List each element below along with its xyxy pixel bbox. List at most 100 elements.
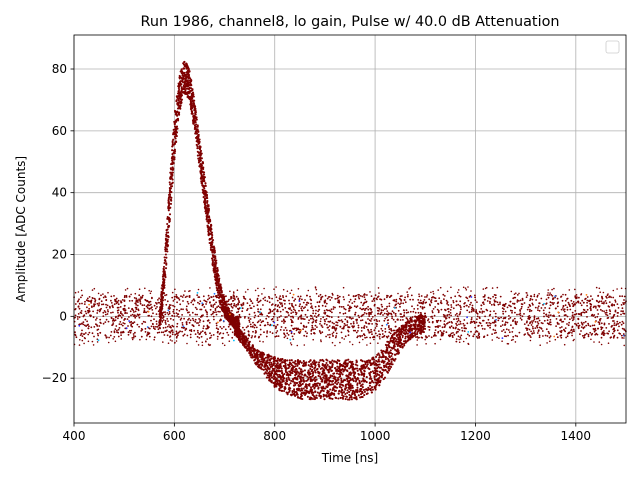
data-point xyxy=(167,199,170,202)
data-point xyxy=(580,293,582,296)
data-point xyxy=(319,293,322,296)
data-point xyxy=(551,301,553,304)
data-point xyxy=(480,308,483,310)
data-point xyxy=(233,304,235,307)
data-point xyxy=(586,316,588,318)
data-point xyxy=(211,241,214,244)
data-point xyxy=(470,330,472,333)
data-point xyxy=(487,296,490,299)
data-point xyxy=(536,321,539,323)
data-point xyxy=(344,318,347,321)
data-point xyxy=(195,340,198,343)
data-point xyxy=(172,155,175,158)
data-point xyxy=(594,316,597,319)
data-point xyxy=(80,332,83,335)
data-point xyxy=(494,324,497,327)
data-point xyxy=(428,326,431,328)
data-point xyxy=(82,333,85,335)
data-point xyxy=(214,255,217,258)
data-point xyxy=(620,334,623,337)
data-point xyxy=(547,330,550,333)
data-point xyxy=(465,289,468,291)
data-point xyxy=(204,190,207,193)
data-point xyxy=(259,308,262,311)
data-point xyxy=(439,330,442,332)
data-point xyxy=(569,305,571,308)
data-point xyxy=(565,314,567,317)
data-point xyxy=(567,301,570,304)
data-point xyxy=(266,321,269,324)
data-point xyxy=(300,368,303,371)
data-point xyxy=(207,298,209,301)
data-point xyxy=(358,297,361,300)
data-point xyxy=(290,359,293,362)
data-point xyxy=(453,333,456,336)
data-point xyxy=(375,297,378,300)
data-point xyxy=(463,302,466,305)
data-point xyxy=(172,308,175,311)
data-point xyxy=(130,314,132,317)
data-point xyxy=(482,288,485,290)
data-point xyxy=(189,100,192,103)
data-point xyxy=(456,324,458,327)
data-point xyxy=(492,328,495,331)
data-point xyxy=(117,315,120,318)
data-point xyxy=(529,299,531,302)
data-point xyxy=(445,331,448,334)
data-point xyxy=(128,329,131,332)
data-point xyxy=(284,326,287,329)
data-point xyxy=(333,322,335,325)
data-point xyxy=(458,329,461,331)
data-point xyxy=(251,302,254,305)
data-point xyxy=(302,328,304,330)
data-point xyxy=(470,310,473,313)
data-point xyxy=(107,310,109,313)
data-point xyxy=(215,324,218,327)
data-point xyxy=(541,322,544,325)
data-point xyxy=(527,315,530,318)
data-point xyxy=(176,117,179,120)
data-point xyxy=(581,323,584,326)
data-point xyxy=(184,75,188,78)
data-point xyxy=(178,331,180,334)
data-point xyxy=(344,312,347,315)
data-point xyxy=(145,299,147,302)
data-point xyxy=(480,304,483,307)
data-point xyxy=(177,313,180,316)
data-point xyxy=(347,330,350,333)
data-point xyxy=(114,319,117,321)
data-point xyxy=(314,328,316,330)
data-point xyxy=(219,300,222,303)
data-point xyxy=(457,328,459,331)
data-point xyxy=(119,321,122,323)
data-point xyxy=(199,316,202,318)
data-point xyxy=(171,340,173,342)
data-point xyxy=(450,314,452,317)
data-point xyxy=(494,296,497,299)
data-point xyxy=(250,336,253,339)
data-point xyxy=(76,318,79,320)
data-point xyxy=(212,334,215,336)
data-point xyxy=(181,330,184,333)
data-point xyxy=(212,306,215,308)
data-point xyxy=(485,322,488,324)
data-point xyxy=(504,302,507,305)
data-point xyxy=(478,321,481,324)
data-point xyxy=(590,295,592,297)
data-point xyxy=(214,295,217,298)
data-point xyxy=(586,299,589,302)
data-point xyxy=(196,150,199,153)
data-point xyxy=(509,316,512,319)
data-point xyxy=(201,330,204,333)
data-point xyxy=(416,308,419,310)
data-point xyxy=(404,296,406,299)
data-point xyxy=(343,338,346,340)
data-point xyxy=(368,315,371,317)
data-point xyxy=(599,308,602,311)
data-point xyxy=(357,326,360,329)
data-point xyxy=(590,338,592,341)
data-point xyxy=(450,286,452,289)
data-point xyxy=(583,321,585,324)
data-point xyxy=(246,308,249,310)
data-point xyxy=(283,332,285,335)
